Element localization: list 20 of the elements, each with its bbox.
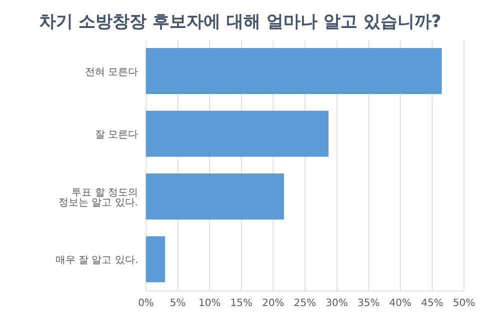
bar: [146, 110, 329, 157]
x-tick-label: 50%: [452, 298, 476, 310]
x-tick-label: 30%: [326, 298, 348, 310]
x-tick-label: 0%: [138, 298, 154, 310]
x-tick-label: 5%: [170, 298, 186, 310]
y-tick-label: 잘 모른다: [94, 130, 138, 141]
x-tick-label: 35%: [357, 298, 380, 310]
x-tick-label: 15%: [230, 298, 253, 310]
bar: [146, 236, 166, 282]
x-tick-label: 45%: [421, 298, 444, 310]
x-tick-label: 40%: [389, 298, 412, 310]
x-tick-label: 20%: [262, 298, 284, 310]
y-tick-label: 매우 잘 알고 있다.: [55, 255, 138, 266]
y-tick-label: 전혀 모른다: [84, 66, 138, 78]
bar: [146, 174, 284, 220]
y-tick-label: 투표 할 정도의 정보는 알고 있다.: [58, 187, 138, 208]
chart-title: 차기 소방창장 후보자에 대해 얼마나 알고 있습니까?: [38, 11, 442, 34]
bar: [146, 48, 442, 94]
x-tick-label: 25%: [294, 298, 316, 310]
x-tick-label: 10%: [198, 298, 221, 310]
